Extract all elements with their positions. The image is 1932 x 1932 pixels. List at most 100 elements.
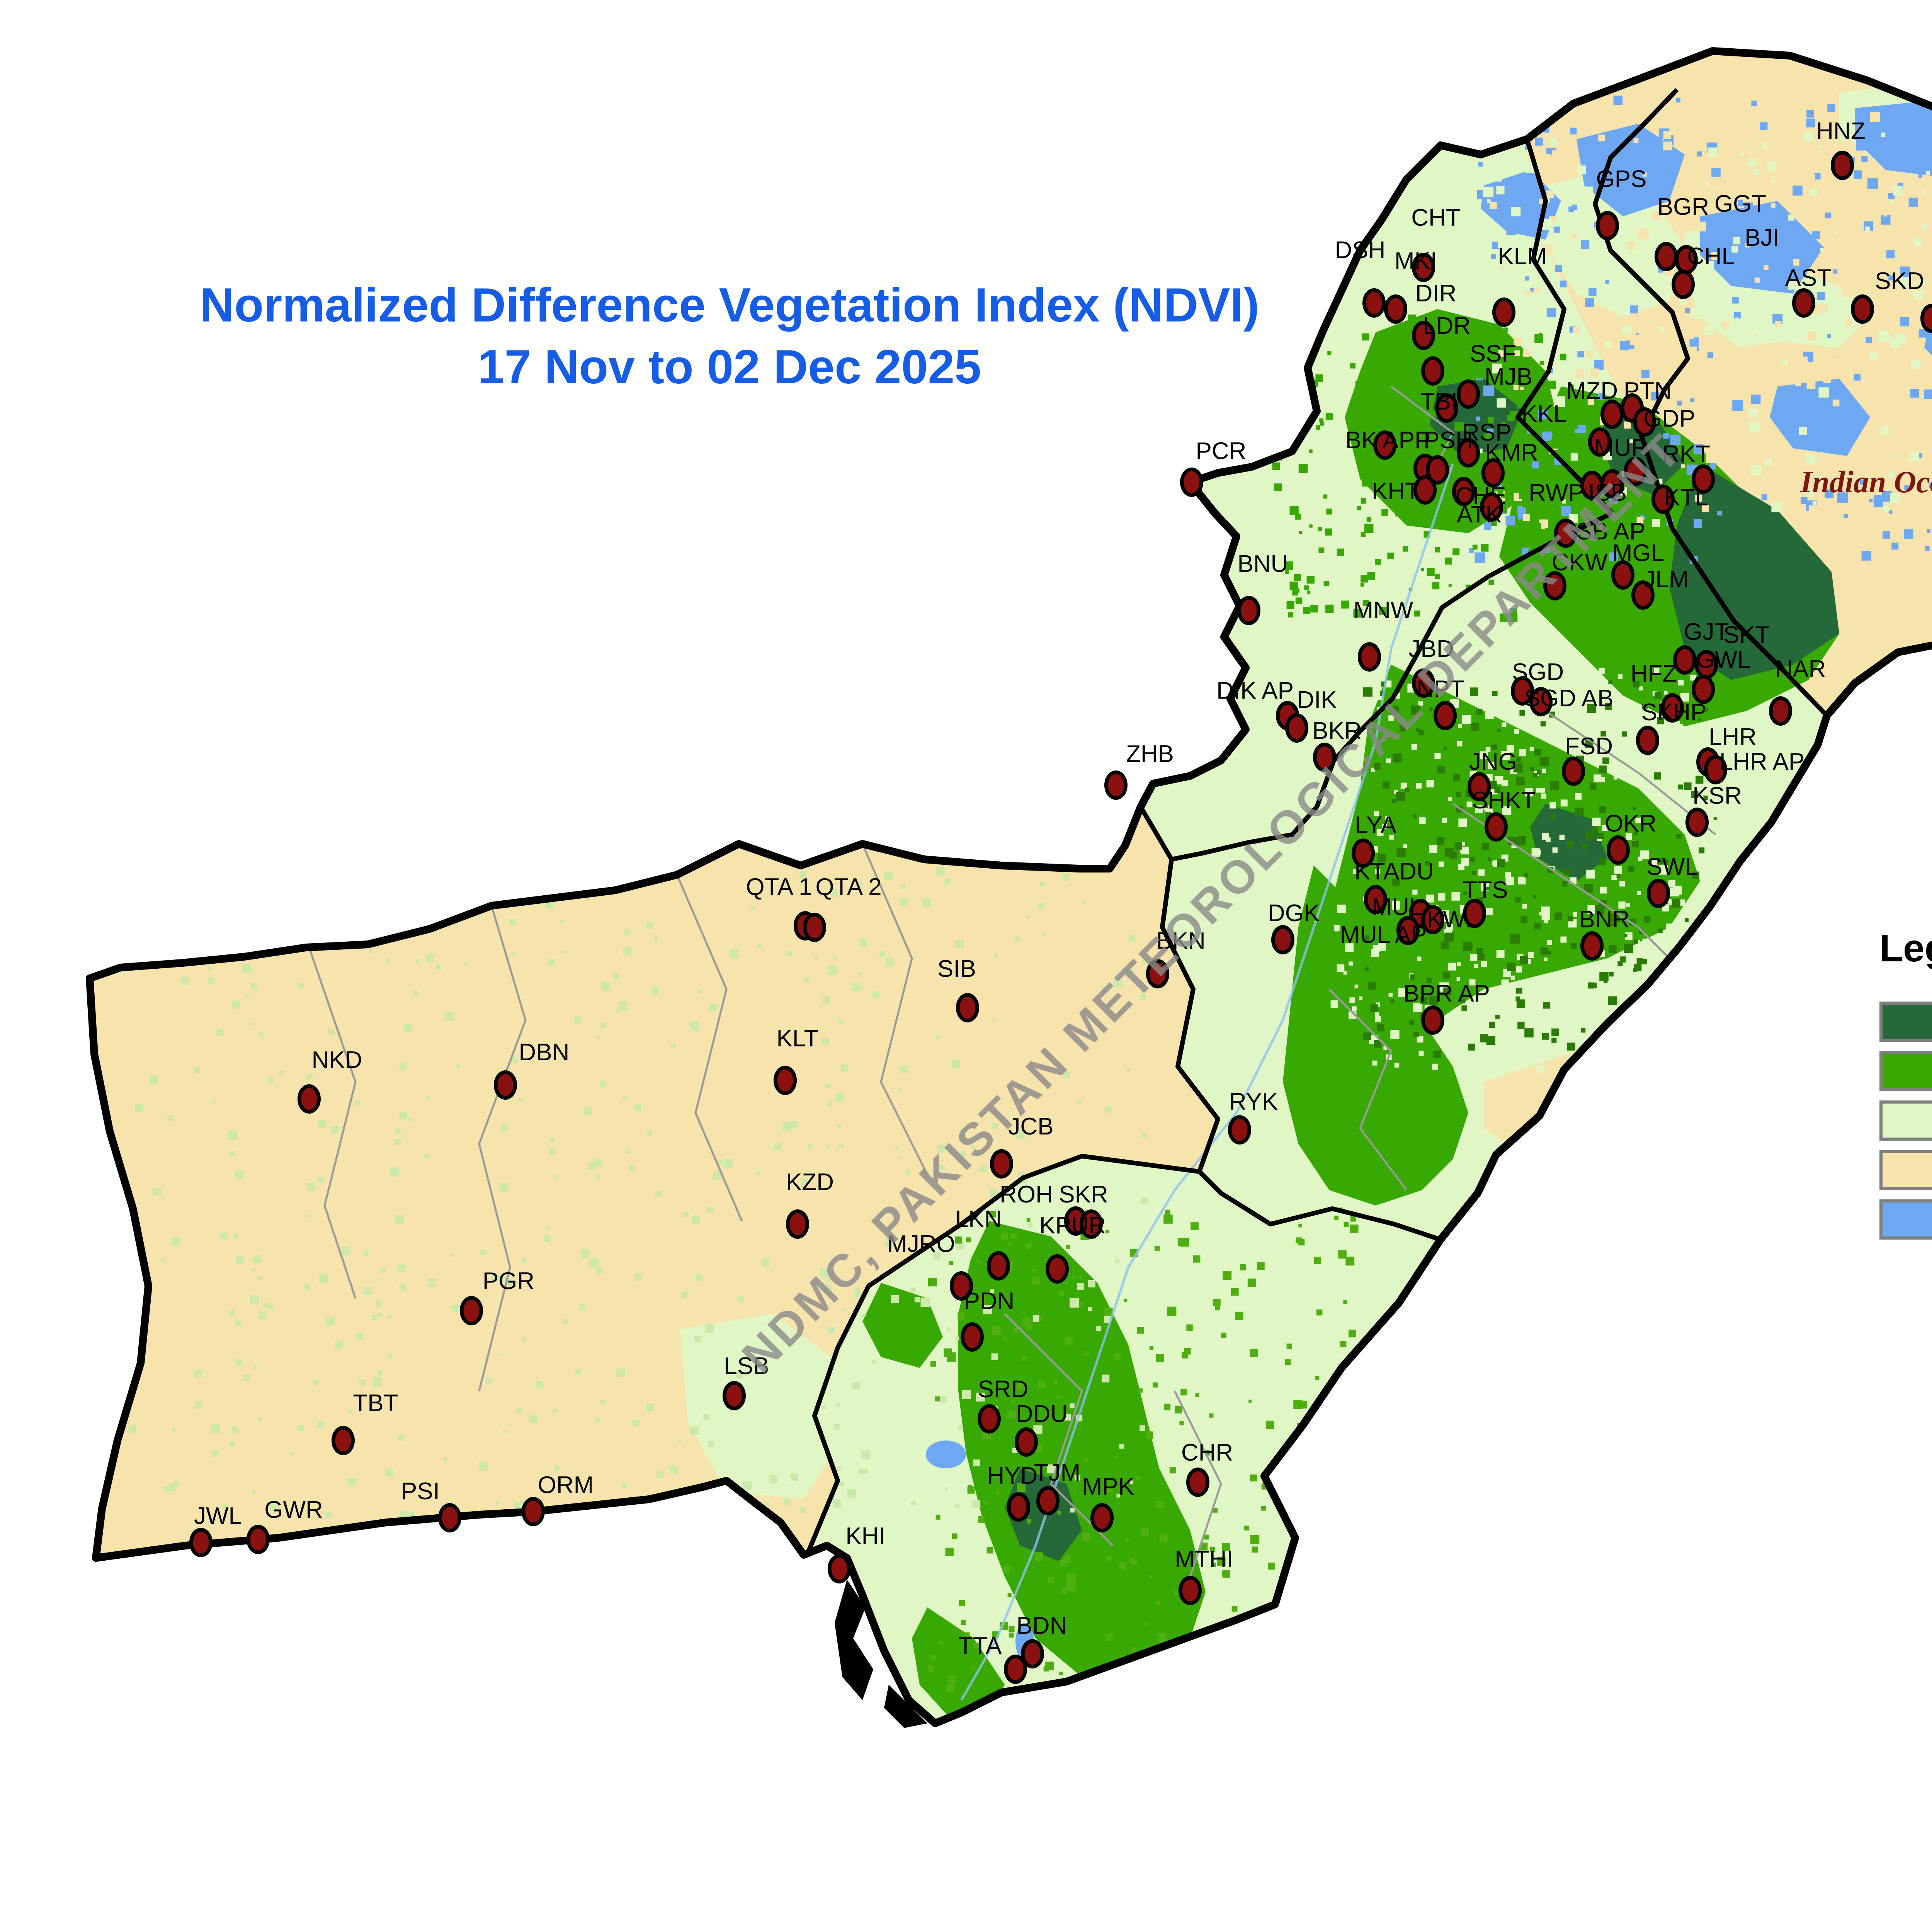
map-title-line2: 17 Nov to 02 Dec 2025 <box>478 340 981 394</box>
station-marker: NKD <box>297 1047 362 1114</box>
station-dot <box>1580 931 1604 961</box>
station-marker: MPK <box>1082 1473 1134 1533</box>
station-dot <box>1600 469 1624 499</box>
station-dot <box>1562 757 1585 786</box>
station-marker: KTADU <box>1354 858 1434 915</box>
station-dot <box>1313 743 1337 772</box>
station-marker: SKT <box>1694 622 1770 680</box>
station-label: GJT <box>1684 619 1729 645</box>
station-dot <box>1384 294 1408 324</box>
station-dot <box>950 1271 973 1301</box>
station-marker: SWL <box>1646 854 1698 908</box>
station-marker: LDR <box>1421 313 1471 386</box>
station-marker: KHI <box>828 1523 886 1584</box>
station-dot <box>522 1497 545 1527</box>
station-label: ISB AP <box>1570 518 1645 545</box>
station-label: BK APP <box>1345 427 1431 454</box>
station-label: MZD <box>1566 378 1618 404</box>
station-marker: FSD <box>1562 733 1613 786</box>
station-label: MUL <box>1372 894 1423 920</box>
legend-item: 0.31 - 0.6 <box>1879 1049 1932 1091</box>
station-label: TBT <box>353 1390 398 1417</box>
station-label: SRD <box>978 1376 1029 1403</box>
station-label: NPT <box>1417 676 1464 702</box>
station-label: QTA 1 <box>746 874 812 900</box>
station-marker: DDU <box>1015 1401 1068 1457</box>
station-label: BNU <box>1238 551 1288 577</box>
station-marker: SRD <box>978 1376 1029 1434</box>
station-label: CHL <box>1687 243 1735 270</box>
station-marker: BPR AP <box>1403 980 1490 1035</box>
station-marker: RWP <box>1529 471 1604 506</box>
station-label: SKHP <box>1641 699 1707 726</box>
station-marker: DBN <box>494 1039 569 1100</box>
station-marker: QTA 2 <box>803 874 882 942</box>
station-label: KPUR <box>1039 1212 1106 1239</box>
station-dot <box>1421 905 1445 935</box>
station-label: OKR <box>1605 810 1656 837</box>
station-dot <box>1352 838 1375 868</box>
station-label: RKT <box>1662 441 1710 468</box>
station-dot <box>1595 211 1619 240</box>
station-dot <box>1362 288 1386 318</box>
station-label: JCB <box>1008 1113 1053 1140</box>
station-dot <box>1457 438 1480 468</box>
station-dot <box>1373 430 1397 460</box>
station-label: KSR <box>1692 782 1742 809</box>
station-marker: SKR <box>1059 1181 1108 1239</box>
station-dot <box>1492 297 1516 327</box>
station-label: JLM <box>1643 566 1689 593</box>
station-marker: BKN <box>1146 928 1206 989</box>
station-dot <box>1850 294 1874 324</box>
station-label: KHI <box>845 1523 885 1549</box>
station-marker: TBT <box>331 1390 398 1456</box>
station-marker: KMR <box>1481 439 1538 488</box>
station-label: MTHI <box>1175 1546 1233 1573</box>
country-border <box>86 47 1932 1727</box>
station-label: DIK AP <box>1216 677 1294 704</box>
station-dot <box>1228 1115 1252 1145</box>
station-marker: LKN <box>955 1206 1010 1281</box>
station-label: RYK <box>1229 1088 1278 1115</box>
station-dot <box>1463 899 1486 929</box>
station-label: BPR AP <box>1403 980 1490 1007</box>
station-dot <box>803 913 827 942</box>
station-dot <box>1435 393 1459 423</box>
station-marker: GWL <box>1691 646 1751 704</box>
station-marker: DSH <box>1335 237 1386 318</box>
station-dot <box>1792 288 1815 318</box>
station-label: HNZ <box>1816 118 1865 145</box>
station-marker: OKR <box>1605 810 1656 865</box>
station-dot <box>1646 879 1670 908</box>
station-marker: JWL <box>189 1503 242 1558</box>
station-label: DIK <box>1297 687 1337 713</box>
station-marker: SIB <box>937 956 980 1023</box>
station-dot <box>1673 645 1696 675</box>
station-marker: JLM <box>1631 566 1689 610</box>
station-marker: KHT <box>1372 475 1437 505</box>
station-label: KHT <box>1372 478 1420 505</box>
station-marker: KLM <box>1492 243 1547 327</box>
station-dot <box>246 1525 270 1554</box>
station-marker: CKW <box>1543 549 1608 601</box>
station-label: KKL <box>1521 401 1566 427</box>
station-label: BDN <box>1017 1612 1067 1639</box>
station-dot <box>1179 1576 1202 1605</box>
legend-item: -0.3 - 0 <box>1879 1198 1932 1240</box>
station-dot <box>1468 772 1491 802</box>
station-label: BJI <box>1745 224 1779 251</box>
station-label: NAR <box>1776 656 1826 682</box>
station-label: KMR <box>1485 439 1538 466</box>
station-marker: MUL AP <box>1340 916 1427 948</box>
station-marker: GDP <box>1633 405 1695 437</box>
station-dot <box>1412 252 1435 282</box>
station-label: TBI <box>1420 388 1458 415</box>
station-dot <box>1396 916 1420 946</box>
station-marker: MNW <box>1354 597 1413 672</box>
station-dot <box>1623 457 1647 486</box>
station-marker: HNZ <box>1816 118 1866 180</box>
station-marker: PDN <box>961 1288 1014 1352</box>
station-marker: DIR <box>1412 280 1456 350</box>
station-label: SKR <box>1059 1181 1108 1208</box>
